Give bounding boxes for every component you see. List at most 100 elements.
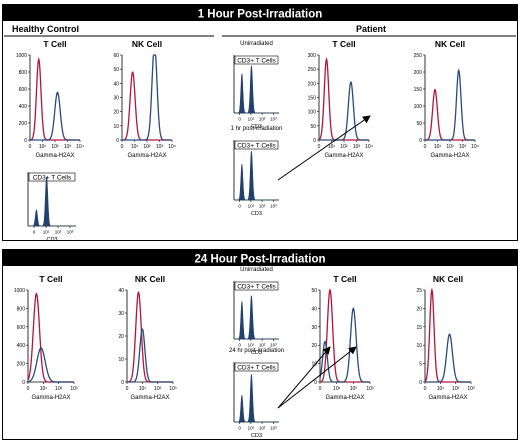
x-tick-label: 10² (446, 144, 454, 150)
y-tick-label: 0 (419, 138, 422, 144)
y-tick-label: 30 (311, 325, 317, 331)
red-histogram-curve (126, 290, 173, 383)
x-tick-label: 0 (238, 426, 241, 431)
y-tick-label: 200 (308, 81, 317, 87)
x-tick-label: 10¹ (434, 144, 442, 150)
y-tick-label: 20 (113, 110, 119, 116)
x-axis-label: Gamma-H2AX (127, 153, 166, 159)
y-tick-label: 250 (414, 53, 423, 59)
bottom-section-header-bar (3, 250, 517, 266)
y-tick-label: 100 (414, 104, 423, 110)
x-axis-label: CD3 (251, 211, 262, 217)
blue-histogram-curve (425, 333, 471, 383)
x-tick-label: 10³ (467, 386, 475, 392)
x-axis-label: Gamma-H2AX (324, 153, 363, 159)
x-tick-label: 0 (238, 204, 241, 209)
y-tick-label: 1000 (14, 288, 25, 294)
x-tick-label: 0 (27, 386, 30, 392)
panel-title: T Cell (332, 39, 355, 49)
panel-annotation: CD3+ T Cells (237, 143, 276, 150)
x-tick-label: 10³ (270, 117, 277, 122)
y-tick-label: 10 (113, 124, 119, 130)
y-tick-label: 50 (311, 288, 317, 294)
x-axis-label: Gamma-H2AX (31, 395, 70, 401)
y-tick-label: 1000 (16, 53, 27, 59)
y-tick-label: 0 (314, 380, 317, 386)
top-section-header-bar (3, 5, 517, 21)
y-tick-label: 20 (118, 334, 124, 340)
y-tick-label: 0 (121, 380, 124, 386)
annotation-box (234, 140, 279, 150)
blue-histogram-curve (319, 307, 370, 383)
y-tick-label: 150 (414, 87, 423, 93)
y-tick-label: 50 (416, 121, 422, 127)
red-histogram-curve (319, 288, 370, 383)
x-tick-label: 0 (121, 144, 124, 150)
panel-subtitle: Unirradiated (240, 267, 273, 273)
bottom-section-title: 24 Hour Post-Irradiation (195, 254, 326, 266)
blue-histogram-curve (425, 68, 475, 141)
y-tick-label: 400 (19, 104, 28, 110)
x-tick-label: 10² (51, 144, 59, 150)
x-tick-label: 0 (33, 230, 36, 235)
y-tick-label: 30 (118, 311, 124, 317)
y-tick-label: 20 (311, 343, 317, 349)
x-tick-label: 10² (55, 230, 62, 235)
y-tick-label: 0 (24, 138, 27, 144)
red-histogram-curve (425, 88, 475, 141)
x-tick-label: 10³ (156, 144, 164, 150)
panel-title: NK Cell (433, 274, 463, 284)
annotation-box (234, 55, 279, 65)
y-tick-label: 600 (17, 325, 26, 331)
x-tick-label: 10² (350, 386, 358, 392)
red-histogram-curve (121, 71, 172, 141)
y-tick-label: 100 (308, 110, 317, 116)
x-tick-label: 10⁴ (365, 144, 373, 150)
healthy-control-label: Healthy Control (12, 24, 79, 34)
y-tick-label: 40 (113, 81, 119, 87)
y-tick-label: 25 (416, 288, 422, 294)
panel-title: NK Cell (435, 39, 465, 49)
x-tick-label: 10⁴ (471, 144, 479, 150)
x-tick-label: 10⁴ (168, 144, 176, 150)
x-tick-label: 0 (424, 386, 427, 392)
red-histogram-curve (29, 57, 80, 141)
x-tick-label: 10² (452, 386, 460, 392)
top-section-title: 1 Hour Post-Irradiation (198, 9, 323, 21)
y-tick-label: 200 (19, 121, 28, 127)
cd3-histogram-fill (234, 295, 279, 340)
x-tick-label: 10³ (67, 230, 74, 235)
blue-histogram-curve (122, 54, 172, 141)
panel-subtitle: 24 hr post-irradiation (229, 348, 284, 354)
x-tick-label: 10³ (169, 386, 177, 392)
cd3-histogram-fill (234, 65, 279, 114)
y-tick-label: 10 (118, 357, 124, 363)
x-tick-label: 10¹ (248, 117, 255, 122)
y-tick-label: 250 (308, 67, 317, 73)
x-axis-label: Gamma-H2AX (428, 395, 467, 401)
x-tick-label: 10¹ (328, 144, 336, 150)
red-histogram-curve (424, 287, 471, 383)
cd3-histogram-fill (234, 374, 279, 423)
x-tick-label: 0 (319, 386, 322, 392)
y-tick-label: 50 (310, 124, 316, 130)
blue-histogram-curve (27, 347, 74, 383)
panel-title: T Cell (39, 274, 62, 284)
y-tick-label: 0 (419, 380, 422, 386)
x-tick-label: 0 (238, 343, 241, 348)
x-tick-label: 10² (143, 144, 151, 150)
panel-title: T Cell (43, 39, 66, 49)
y-tick-label: 200 (17, 362, 26, 368)
x-tick-label: 10³ (70, 386, 78, 392)
x-axis-label: Gamma-H2AX (430, 153, 469, 159)
y-tick-label: 60 (113, 53, 119, 59)
x-tick-label: 10³ (366, 386, 374, 392)
x-tick-label: 0 (424, 144, 427, 150)
x-tick-label: 10³ (353, 144, 361, 150)
x-tick-label: 10³ (459, 144, 467, 150)
y-tick-label: 150 (308, 96, 317, 102)
x-tick-label: 10¹ (333, 386, 341, 392)
blue-histogram-curve (30, 91, 80, 141)
